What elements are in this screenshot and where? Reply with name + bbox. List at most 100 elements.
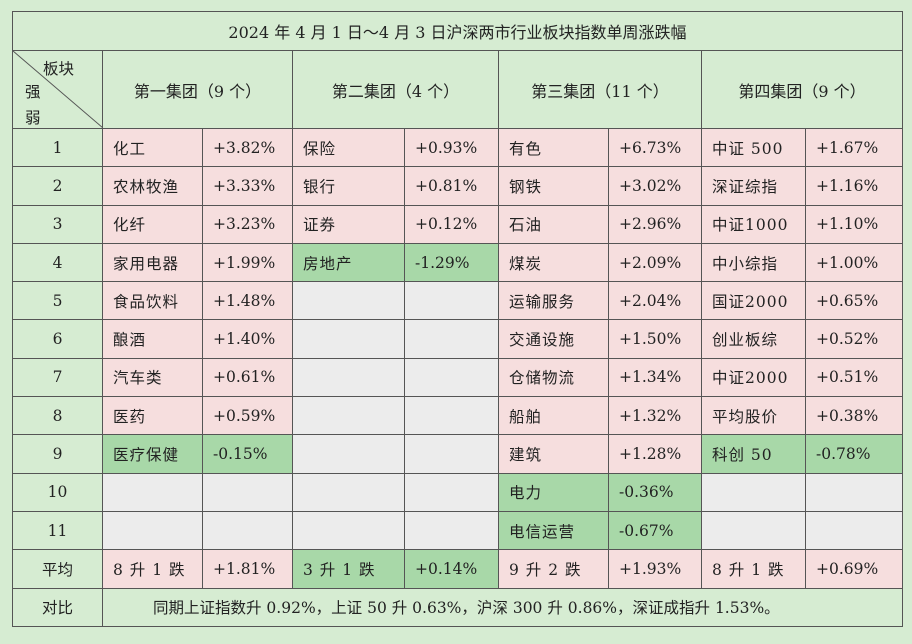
sector-name-cell	[701, 472, 806, 512]
sector-name-cell: 中证1000	[701, 204, 806, 244]
average-count-cell: 8 升 1 跌	[102, 549, 203, 589]
sector-name-cell: 建筑	[498, 434, 609, 474]
sector-change-cell: +3.82%	[202, 127, 293, 168]
sector-name-cell: 创业板综	[701, 319, 806, 359]
sector-name-cell: 食品饮料	[102, 281, 203, 321]
sector-change-cell: +0.59%	[202, 396, 293, 436]
sector-name-cell	[292, 472, 405, 512]
sector-change-cell: +0.65%	[805, 281, 903, 321]
sector-name-cell: 科创 50	[701, 434, 806, 474]
table-row: 5 食品饮料 +1.48% 运输服务 +2.04% 国证2000 +0.65%	[12, 281, 903, 321]
sector-change-cell: +2.09%	[608, 242, 702, 283]
sector-name-cell	[292, 281, 405, 321]
sector-change-cell: +0.38%	[805, 396, 903, 436]
group-header-2: 第二集团（4 个）	[292, 50, 499, 129]
sector-change-cell: +0.51%	[805, 357, 903, 398]
sector-name-cell	[292, 434, 405, 474]
average-count-cell: 9 升 2 跌	[498, 549, 609, 589]
sector-change-cell: +1.00%	[805, 242, 903, 283]
sector-name-cell: 电力	[498, 472, 609, 512]
sector-name-cell	[102, 510, 203, 551]
average-change-cell: +0.14%	[404, 549, 499, 589]
average-change-cell: +1.93%	[608, 549, 702, 589]
rank-cell: 10	[12, 472, 103, 512]
sector-change-cell: +1.10%	[805, 204, 903, 244]
corner-label-sector: 板块	[43, 60, 75, 78]
sector-name-cell: 交通设施	[498, 319, 609, 359]
rank-cell: 9	[12, 434, 103, 474]
average-change-cell: +1.81%	[202, 549, 293, 589]
sector-change-cell: +0.12%	[404, 204, 499, 244]
group-header-1: 第一集团（9 个）	[102, 50, 293, 129]
sector-change-cell: -0.78%	[805, 434, 903, 474]
table-row: 7 汽车类 +0.61% 仓储物流 +1.34% 中证2000 +0.51%	[12, 357, 903, 398]
corner-header: 板块 强弱	[12, 50, 103, 129]
rank-cell: 3	[12, 204, 103, 244]
sector-name-cell: 银行	[292, 166, 405, 206]
sector-name-cell: 农林牧渔	[102, 166, 203, 206]
average-label: 平均	[12, 549, 103, 589]
comparison-row: 对比 同期上证指数升 0.92%，上证 50 升 0.63%，沪深 300 升 0…	[12, 587, 903, 627]
sector-change-cell: +3.23%	[202, 204, 293, 244]
sector-change-cell: -0.36%	[608, 472, 702, 512]
rank-cell: 6	[12, 319, 103, 359]
sector-change-cell	[404, 510, 499, 551]
sector-name-cell: 运输服务	[498, 281, 609, 321]
table-row: 9 医疗保健 -0.15% 建筑 +1.28% 科创 50 -0.78%	[12, 434, 903, 474]
sector-name-cell	[292, 357, 405, 398]
sector-change-cell: +2.04%	[608, 281, 702, 321]
sector-name-cell	[292, 396, 405, 436]
average-row: 平均 8 升 1 跌 +1.81% 3 升 1 跌 +0.14% 9 升 2 跌 +1.93…	[12, 549, 903, 589]
sector-name-cell	[292, 319, 405, 359]
sector-name-cell: 国证2000	[701, 281, 806, 321]
diagonal-line	[13, 51, 102, 128]
sector-change-cell	[805, 472, 903, 512]
table-row: 3 化纤 +3.23% 证券 +0.12% 石油 +2.96% 中证1000 +1.10%	[12, 204, 903, 244]
sector-change-cell: +0.61%	[202, 357, 293, 398]
sector-change-cell	[202, 472, 293, 512]
corner-label-strength: 强弱	[25, 83, 41, 127]
table-row: 1 化工 +3.82% 保险 +0.93% 有色 +6.73% 中证 500 +1.67%	[12, 127, 903, 168]
table-row: 2 农林牧渔 +3.33% 银行 +0.81% 钢铁 +3.02% 深证综指 +1.16%	[12, 166, 903, 206]
sector-name-cell: 家用电器	[102, 242, 203, 283]
sector-name-cell: 保险	[292, 127, 405, 168]
sector-change-cell: +3.02%	[608, 166, 702, 206]
sector-change-cell: +1.32%	[608, 396, 702, 436]
sector-change-cell	[202, 510, 293, 551]
sector-name-cell: 平均股价	[701, 396, 806, 436]
sector-change-cell: +2.96%	[608, 204, 702, 244]
sector-change-cell: +0.93%	[404, 127, 499, 168]
rank-cell: 1	[12, 127, 103, 168]
sector-name-cell: 化工	[102, 127, 203, 168]
sector-name-cell: 酿酒	[102, 319, 203, 359]
sector-index-table: 2024 年 4 月 1 日～4 月 3 日沪深两市行业板块指数单周涨跌幅 板块…	[12, 11, 903, 627]
sector-name-cell: 煤炭	[498, 242, 609, 283]
sector-name-cell: 仓储物流	[498, 357, 609, 398]
sector-name-cell: 化纤	[102, 204, 203, 244]
comparison-text: 同期上证指数升 0.92%，上证 50 升 0.63%，沪深 300 升 0.8…	[102, 587, 903, 627]
sector-change-cell: +0.81%	[404, 166, 499, 206]
table-row: 8 医药 +0.59% 船舶 +1.32% 平均股价 +0.38%	[12, 396, 903, 436]
sector-change-cell: +6.73%	[608, 127, 702, 168]
table-title: 2024 年 4 月 1 日～4 月 3 日沪深两市行业板块指数单周涨跌幅	[12, 11, 903, 51]
sector-name-cell: 深证综指	[701, 166, 806, 206]
sector-name-cell: 电信运营	[498, 510, 609, 551]
rank-cell: 4	[12, 242, 103, 283]
sector-name-cell: 医疗保健	[102, 434, 203, 474]
sector-name-cell: 汽车类	[102, 357, 203, 398]
sector-change-cell: +1.67%	[805, 127, 903, 168]
group-header-4: 第四集团（9 个）	[701, 50, 903, 129]
sector-change-cell	[404, 472, 499, 512]
average-count-cell: 8 升 1 跌	[701, 549, 806, 589]
sector-change-cell: +3.33%	[202, 166, 293, 206]
sector-name-cell: 中小综指	[701, 242, 806, 283]
comparison-label: 对比	[12, 587, 103, 627]
sector-change-cell	[404, 434, 499, 474]
sector-change-cell: +1.48%	[202, 281, 293, 321]
sector-change-cell: +1.28%	[608, 434, 702, 474]
sector-change-cell: -0.15%	[202, 434, 293, 474]
table-row: 10 电力 -0.36%	[12, 472, 903, 512]
sector-change-cell: +1.40%	[202, 319, 293, 359]
average-change-cell: +0.69%	[805, 549, 903, 589]
sector-change-cell: -0.67%	[608, 510, 702, 551]
